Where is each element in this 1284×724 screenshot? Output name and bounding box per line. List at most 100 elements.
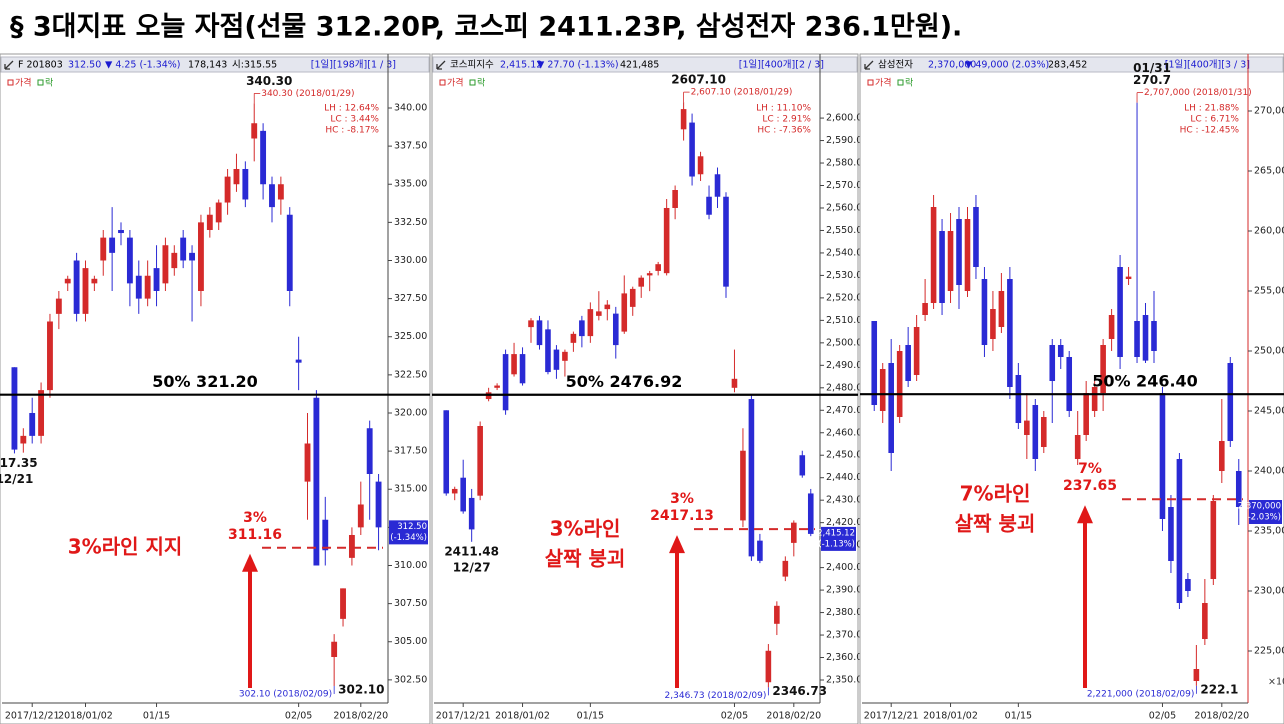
y-tick-label: 305.00 (394, 636, 427, 647)
candle-body (1202, 603, 1208, 640)
high-note: 2,707,000 (2018/01/31) (1144, 88, 1252, 98)
legend-swatch (439, 79, 446, 86)
candle-body (579, 320, 585, 337)
x-tick-label: 2018/02/20 (1194, 711, 1249, 722)
stat-label: LC : 2.91% (762, 115, 811, 125)
candle-body (451, 488, 458, 494)
low-label: 222.1 (1200, 682, 1238, 696)
last-price-text: (-1.34%) (390, 533, 427, 543)
x-tick-label: 2017/12/21 (436, 711, 491, 722)
candle-body (672, 190, 678, 208)
legend-label: 락 (905, 77, 913, 89)
last-price-box (821, 526, 856, 551)
y-tick-label: 332.50 (394, 217, 427, 228)
low-point-label: 317.35 (0, 456, 38, 470)
candle-body (38, 390, 45, 436)
candle-body (1219, 441, 1225, 472)
legend-swatch (37, 79, 44, 86)
candle-body (1185, 579, 1191, 592)
candle-body (73, 260, 80, 314)
x-tick-label: 01/15 (143, 711, 170, 722)
candle-body (502, 354, 509, 411)
legend-label: 가격 (447, 77, 464, 89)
candle-body (782, 560, 789, 577)
y-tick-label: 2,480.00 (826, 382, 868, 393)
candle-body (348, 534, 355, 558)
panel-header (860, 56, 1284, 73)
high-note: 340.30 (2018/01/29) (261, 89, 354, 99)
candle-body (1134, 321, 1140, 358)
candle-body (322, 519, 329, 551)
candle-body (100, 237, 107, 261)
candle-body (135, 275, 142, 299)
stat-label: LH : 12.64% (324, 104, 379, 114)
y-tick-label: 310.00 (394, 560, 427, 571)
candle-body (1176, 459, 1183, 604)
candle-body (646, 273, 653, 276)
page-title: § 3대지표 오늘 자점(선물 312.20P, 코스피 2411.23P, 삼… (10, 12, 962, 43)
y-tick-label: 307.50 (394, 598, 427, 609)
y-tick-label: 2,440.00 (826, 472, 868, 483)
y-tick-label: 245,000 (1254, 406, 1284, 417)
candle-body (55, 298, 62, 314)
x-tick-label: 2018/01/02 (495, 711, 550, 722)
y-tick-label: 2,500.00 (826, 337, 868, 348)
header-icon (4, 60, 14, 70)
x-tick-label: 2018/01/02 (923, 711, 978, 722)
header-change: ▼ 27.70 (-1.13%) (537, 60, 619, 71)
y-tick-label: 340.00 (394, 102, 427, 113)
candle-body (714, 174, 721, 197)
candle-body (1227, 363, 1234, 442)
last-price-text: (-2.03%) (1244, 513, 1281, 523)
candle-body (233, 168, 240, 185)
low-note: 2,346.73 (2018/02/09) (665, 691, 767, 701)
y-tick-label: 2,470.00 (826, 405, 868, 416)
candle-body (871, 321, 878, 406)
candle-body (1117, 267, 1123, 358)
candle-body (697, 156, 704, 175)
y-tick-label: 2,560.00 (826, 202, 868, 213)
candle-body (1193, 669, 1200, 682)
y-tick-label: 2,390.00 (826, 585, 868, 596)
candle-body (171, 252, 178, 269)
candle-body (905, 345, 911, 382)
candle-body (375, 481, 382, 528)
candle-body (1151, 321, 1157, 352)
level-pct: 3% (243, 510, 267, 526)
y-tick-label: 270,000 (1254, 106, 1284, 117)
candle-body (1007, 279, 1013, 388)
level-pct: 3% (670, 491, 694, 507)
candle-body (765, 650, 772, 683)
candle-body (242, 168, 249, 200)
header-price: 2,370,000 (928, 60, 976, 71)
candle-body (47, 321, 53, 391)
header-volume: 178,143 (188, 60, 227, 71)
candle-body (20, 435, 27, 444)
callout: 살짝 붕괴 (545, 547, 626, 571)
y-tick-label: 2,550.00 (826, 225, 868, 236)
candle-body (295, 359, 302, 363)
candle-body (519, 354, 526, 384)
candle-body (251, 123, 258, 139)
x-tick-label: 2018/02/20 (333, 711, 388, 722)
panel-header (432, 56, 858, 73)
legend-label: 가격 (15, 77, 32, 89)
y-tick-label: 2,460.00 (826, 427, 868, 438)
candle-body (981, 279, 988, 346)
candle-body (629, 288, 636, 307)
candle-body (947, 231, 954, 292)
candle-body (357, 504, 364, 528)
legend-swatch (867, 79, 874, 86)
last-price-text: 2,370,000 (1238, 502, 1281, 512)
candle-body (468, 497, 475, 530)
x-tick-label: 02/05 (1149, 711, 1176, 722)
callout: 3%라인 (550, 517, 621, 541)
y-tick-label: 2,420.00 (826, 517, 868, 528)
candle-body (313, 397, 320, 566)
y-tick-label: 2,510.00 (826, 315, 868, 326)
header-extra: 시:315.55 (232, 60, 277, 71)
callout: 3%라인 지지 (68, 535, 183, 559)
candle-body (774, 605, 780, 624)
header-price: 2,415.12 (500, 60, 542, 71)
candle-body (109, 237, 116, 253)
